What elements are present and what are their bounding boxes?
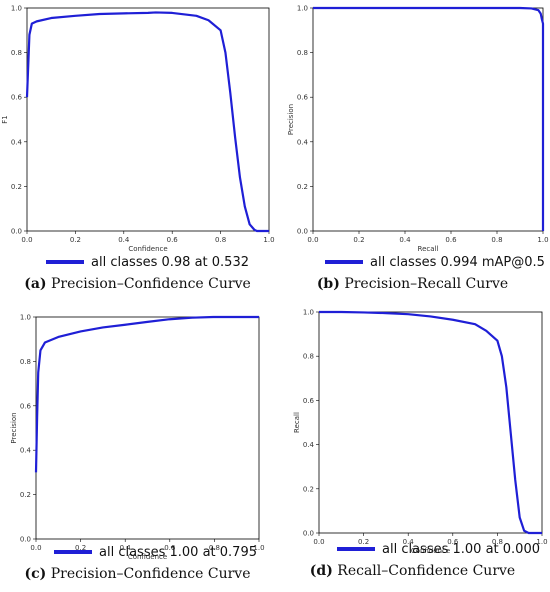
panel-c: 0.0 0.2 0.4 0.6 0.8 1.0 0.0 0.2 0.4 0.6 0.8 1.0 Conf… bbox=[0, 300, 275, 592]
x-tick-label-b: 0.6 bbox=[445, 236, 457, 244]
y-tick-label-a: 0.8 bbox=[11, 49, 22, 57]
caption-text-c: Precision–Confidence Curve bbox=[51, 566, 251, 582]
panel-d: 0.0 0.2 0.4 0.6 0.8 1.0 0.0 0.2 0.4 0.6 0.8 1.0 Conf… bbox=[275, 300, 550, 592]
series-line-a bbox=[27, 12, 269, 231]
y-axis-label-a: F1 bbox=[1, 115, 9, 123]
y-tick-label-b: 0.2 bbox=[297, 183, 308, 191]
y-tick-label-d: 1.0 bbox=[303, 309, 314, 317]
y-tick-label-d: 0.6 bbox=[303, 397, 315, 405]
series-line-c bbox=[36, 317, 259, 472]
chart-c: 0.0 0.2 0.4 0.6 0.8 1.00.00.20.40.60.81.0Conf… bbox=[0, 300, 275, 550]
y-tick-label-c: 0.2 bbox=[20, 491, 31, 499]
y-tick-label-a: 0.2 bbox=[11, 183, 22, 191]
y-tick-label-d: 0.0 bbox=[303, 530, 314, 538]
y-tick-label-d: 0.2 bbox=[303, 485, 314, 493]
y-tick-label-b: 0.6 bbox=[297, 94, 309, 102]
legend-swatch-c bbox=[54, 550, 92, 554]
caption-label-b: (b) bbox=[317, 276, 340, 292]
plot-frame-d bbox=[319, 312, 542, 533]
caption-label-c: (c) bbox=[24, 566, 46, 582]
y-tick-label-d: 0.8 bbox=[303, 353, 314, 361]
y-axis-label-d: Recall bbox=[293, 412, 301, 433]
panel-a: 0.0 0.2 0.4 0.6 0.8 1.0 0.0 0.2 0.4 0.6 0.8 1.0 Conf… bbox=[0, 0, 275, 292]
caption-c: (c) Precision–Confidence Curve bbox=[0, 566, 275, 582]
y-tick-label-c: 0.4 bbox=[20, 447, 32, 455]
y-tick-label-c: 0.8 bbox=[20, 358, 31, 366]
legend-b: all classes 0.994 mAP@0.5 bbox=[325, 254, 545, 270]
plot-frame-b bbox=[313, 8, 543, 231]
x-axis-label-a: Confidence bbox=[128, 245, 167, 253]
legend-swatch-b bbox=[325, 260, 363, 264]
y-tick-label-b: 1.0 bbox=[297, 5, 308, 13]
caption-b: (b) Precision–Recall Curve bbox=[275, 276, 550, 292]
x-tick-label-b: 0.4 bbox=[399, 236, 411, 244]
legend-text-a: all classes 0.98 at 0.532 bbox=[91, 255, 249, 270]
legend-swatch-a bbox=[46, 260, 84, 264]
caption-text-d: Recall–Confidence Curve bbox=[337, 563, 515, 579]
x-axis-label-b: Recall bbox=[418, 245, 439, 253]
x-tick-label-b: 0.0 bbox=[307, 236, 318, 244]
y-tick-label-b: 0.8 bbox=[297, 49, 308, 57]
caption-text-b: Precision–Recall Curve bbox=[344, 276, 508, 292]
legend-text-c: all classes 1.00 at 0.795 bbox=[99, 545, 257, 560]
x-tick-label-a: 1.0 bbox=[263, 236, 274, 244]
x-tick-label-c: 0.0 bbox=[30, 544, 41, 552]
caption-label-a: (a) bbox=[24, 276, 46, 292]
x-tick-label-a: 0.8 bbox=[215, 236, 226, 244]
panel-b: 0.0 0.2 0.4 0.6 0.8 1.0 0.0 0.2 0.4 0.6 0.8 1.0 Reca… bbox=[275, 0, 550, 292]
legend-text-b: all classes 0.994 mAP@0.5 bbox=[370, 255, 545, 270]
y-tick-label-a: 0.0 bbox=[11, 228, 22, 236]
caption-a: (a) Precision–Confidence Curve bbox=[0, 276, 275, 292]
class-curve-c bbox=[36, 317, 259, 472]
caption-d: (d) Recall–Confidence Curve bbox=[275, 563, 550, 579]
x-tick-label-a: 0.0 bbox=[21, 236, 32, 244]
x-tick-label-b: 0.8 bbox=[491, 236, 502, 244]
x-tick-label-a: 0.4 bbox=[118, 236, 130, 244]
x-tick-label-a: 0.6 bbox=[167, 236, 179, 244]
caption-text-a: Precision–Confidence Curve bbox=[51, 276, 251, 292]
legend-swatch-d bbox=[337, 547, 375, 551]
chart-d: 0.0 0.2 0.4 0.6 0.8 1.00.00.20.40.60.81.0Conf… bbox=[275, 300, 550, 550]
y-tick-label-b: 0.4 bbox=[297, 138, 309, 146]
x-tick-label-d: 0.0 bbox=[313, 538, 324, 546]
y-tick-label-c: 0.6 bbox=[20, 402, 32, 410]
x-tick-label-b: 0.2 bbox=[353, 236, 364, 244]
legend-text-d: all classes 1.00 at 0.000 bbox=[382, 542, 540, 557]
y-axis-label-b: Precision bbox=[287, 104, 295, 135]
plot-frame-c bbox=[36, 317, 259, 539]
y-tick-label-c: 0.0 bbox=[20, 536, 31, 544]
chart-b: 0.0 0.2 0.4 0.6 0.8 1.0 0.0 0.2 0.4 0.6 0.8 1.0 Reca… bbox=[275, 0, 550, 250]
y-tick-label-a: 0.4 bbox=[11, 138, 23, 146]
x-tick-label-a: 0.2 bbox=[70, 236, 81, 244]
series-line-b bbox=[313, 8, 543, 231]
y-tick-label-a: 0.6 bbox=[11, 94, 23, 102]
legend-a: all classes 0.98 at 0.532 bbox=[46, 254, 249, 270]
class-curve-b bbox=[313, 8, 543, 231]
y-tick-label-b: 0.0 bbox=[297, 228, 308, 236]
legend-c: all classes 1.00 at 0.795 bbox=[54, 544, 257, 560]
y-tick-label-a: 1.0 bbox=[11, 5, 22, 13]
series-line-d bbox=[319, 312, 542, 533]
caption-label-d: (d) bbox=[310, 563, 333, 579]
y-tick-label-c: 1.0 bbox=[20, 314, 31, 322]
legend-d: all classes 1.00 at 0.000 bbox=[337, 541, 540, 557]
chart-a: 0.0 0.2 0.4 0.6 0.8 1.0 0.0 0.2 0.4 0.6 0.8 1.0 Conf… bbox=[0, 0, 275, 250]
class-curve-d bbox=[319, 312, 542, 533]
y-tick-label-d: 0.4 bbox=[303, 441, 315, 449]
y-axis-label-c: Precision bbox=[10, 412, 18, 443]
x-tick-label-b: 1.0 bbox=[537, 236, 548, 244]
